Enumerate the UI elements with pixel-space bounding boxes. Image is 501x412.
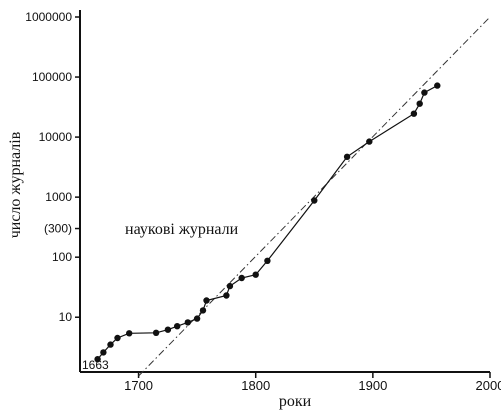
data-point (434, 82, 441, 89)
axes (79, 10, 490, 373)
data-point (366, 138, 373, 145)
x-tick-label: 1700 (124, 378, 153, 393)
y-tick-label: 10 (59, 310, 73, 324)
data-point (126, 330, 133, 337)
data-point (94, 356, 101, 363)
y-tick-label: 10000 (39, 130, 73, 144)
x-ticks: 1700 1800 1900 2000 (124, 372, 501, 393)
data-point (410, 110, 418, 117)
data-point (252, 271, 259, 278)
data-point (107, 341, 114, 348)
data-point (226, 282, 234, 290)
y-tick-label: 1000 (45, 190, 72, 204)
y-tick-label: 1000000 (25, 10, 72, 24)
data-point (264, 257, 271, 264)
y-tick-label: 100 (52, 250, 72, 264)
x-tick-label: 1800 (241, 378, 270, 393)
series-annotation: наукові журнали (125, 221, 239, 238)
data-point (238, 274, 245, 282)
data-point (343, 153, 351, 160)
data-point (184, 319, 191, 326)
data-point (152, 329, 160, 336)
y-ticks: 10 100 (300) 1000 10000 100000 1000000 (25, 10, 80, 324)
y-axis-label: число журналів (7, 131, 24, 238)
data-point (193, 315, 201, 322)
data-point (199, 307, 207, 314)
x-tick-label: 2000 (476, 378, 501, 393)
data-point (311, 197, 318, 204)
data-point (223, 292, 230, 299)
trend-line (138, 16, 491, 377)
data-point (421, 89, 428, 96)
y-tick-label: (300) (44, 222, 72, 236)
data-point (100, 349, 107, 356)
start-year-annotation: 1663 (82, 358, 109, 372)
x-tick-label: 1900 (358, 378, 387, 393)
markers-group (94, 82, 441, 363)
data-point (174, 323, 181, 330)
data-point (203, 297, 210, 304)
data-point (416, 100, 423, 107)
x-axis-label: роки (279, 393, 312, 410)
trend-line-group (138, 16, 491, 377)
y-tick-label: 100000 (32, 70, 72, 84)
data-point (114, 334, 121, 342)
data-point (164, 326, 172, 333)
